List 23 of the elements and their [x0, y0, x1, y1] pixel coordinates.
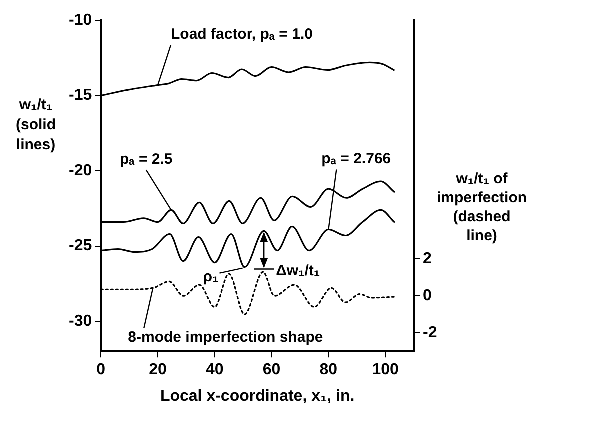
x-tick-label: 40	[206, 362, 224, 379]
x-tick-label: 60	[262, 362, 281, 379]
x-tick-label: 0	[96, 362, 106, 379]
text: pₐ = 2.766	[322, 150, 392, 168]
y2-tick-label: 0	[423, 288, 432, 305]
x-tick-label: 80	[320, 362, 338, 379]
x-tick-label: 20	[149, 362, 168, 379]
y2-tick-label: 2	[423, 250, 432, 268]
y-tick-label: -25	[69, 238, 92, 255]
y-tick-label: -15	[69, 87, 92, 104]
series-label: 8-mode imperfection shape	[128, 328, 324, 346]
y2-tick-label: -2	[423, 324, 438, 342]
annotation: ρ₁	[203, 268, 219, 286]
series-label: Load factor, pₐ = 1.0	[171, 26, 313, 43]
x-tick-label: 100	[372, 362, 399, 379]
text: pₐ = 2.5	[120, 150, 173, 168]
x-axis-title: Local x-coordinate, x₁, in.	[160, 388, 355, 405]
y-tick-label: -10	[69, 12, 92, 30]
y2-axis-title: w₁/t₁ of imperfection (dashed line)	[436, 170, 528, 244]
annotation: Δw₁/t₁	[276, 262, 320, 280]
y-tick-label: -20	[69, 162, 92, 180]
y-axis-title: w₁/t₁ (solid lines)	[16, 96, 56, 154]
y-tick-label: -30	[69, 312, 92, 330]
